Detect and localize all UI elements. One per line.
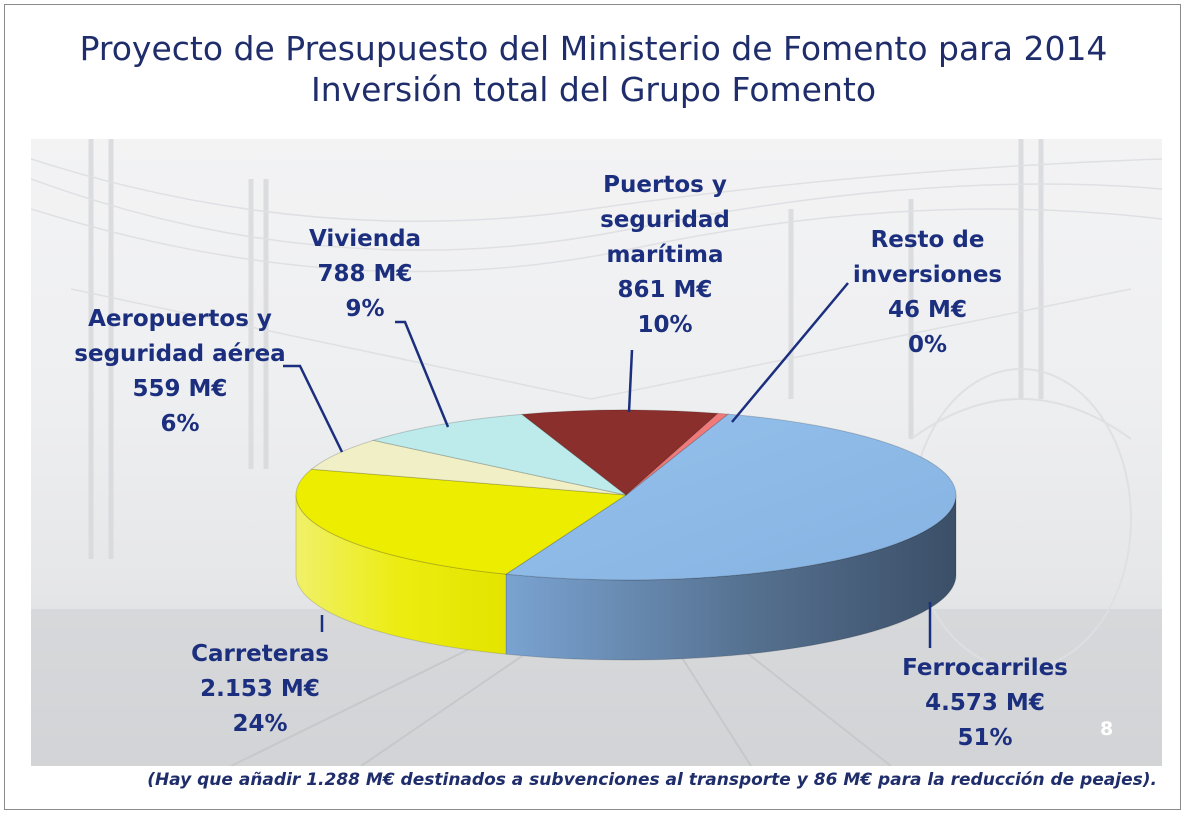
label-puertos-name-2: seguridad (600, 207, 730, 233)
title-line-2: Inversión total del Grupo Fomento (310, 70, 877, 109)
pie-slice-puertos (520, 409, 720, 496)
label-aeropuertos: Aeropuertos y seguridad aérea 559 M€ 6% (55, 302, 305, 442)
leader-puertos (627, 349, 634, 413)
leader-resto (731, 282, 849, 423)
label-aeropuertos-name-2: seguridad aérea (74, 341, 286, 367)
label-resto-name-1: Resto de (870, 227, 985, 253)
pie-slice-carreteras (295, 468, 628, 575)
slide-frame (4, 4, 1181, 810)
label-resto-percent: 0% (907, 332, 948, 358)
label-carreteras-percent: 24% (232, 711, 288, 737)
label-puertos: Puertos y seguridad marítima 861 M€ 10% (570, 168, 760, 343)
footnote: (Hay que añadir 1.288 M€ destinados a su… (147, 770, 1157, 790)
label-aeropuertos-value: 559 M€ (132, 376, 228, 402)
label-resto-name-2: inversiones (852, 262, 1003, 288)
label-puertos-percent: 10% (637, 312, 693, 338)
label-ferrocarriles: Ferrocarriles 4.573 M€ 51% (880, 651, 1090, 756)
label-ferrocarriles-name: Ferrocarriles (902, 655, 1068, 681)
label-carreteras: Carreteras 2.153 M€ 24% (160, 637, 360, 742)
slide-number: 8 (1100, 718, 1114, 740)
pie-slice-vivienda (371, 413, 627, 496)
label-aeropuertos-name-1: Aeropuertos y (88, 306, 272, 332)
pie-slice-aeropuertos (310, 439, 627, 496)
label-carreteras-name: Carreteras (191, 641, 329, 667)
label-puertos-name-3: marítima (606, 242, 724, 268)
pie-slice-ferrocarriles (504, 413, 957, 581)
title-line-1: Proyecto de Presupuesto del Ministerio d… (79, 29, 1108, 68)
label-ferrocarriles-value: 4.573 M€ (925, 690, 1045, 716)
label-vivienda-value: 788 M€ (317, 261, 413, 287)
label-aeropuertos-percent: 6% (160, 411, 200, 437)
label-puertos-name-1: Puertos y (603, 172, 727, 198)
leader-vivienda (395, 320, 450, 428)
label-vivienda: Vivienda 788 M€ 9% (290, 222, 440, 327)
slide-title: Proyecto de Presupuesto del Ministerio d… (0, 28, 1187, 110)
pie-side-carreteras (295, 494, 507, 655)
leader-aeropuertos (283, 364, 344, 453)
label-vivienda-percent: 9% (345, 296, 385, 322)
label-resto-value: 46 M€ (888, 297, 967, 323)
pie-slice-resto (625, 412, 730, 496)
label-vivienda-name: Vivienda (308, 226, 422, 252)
label-resto: Resto de inversiones 46 M€ 0% (835, 223, 1020, 363)
label-puertos-value: 861 M€ (617, 277, 713, 303)
label-carreteras-value: 2.153 M€ (200, 676, 320, 702)
label-ferrocarriles-percent: 51% (957, 725, 1013, 751)
